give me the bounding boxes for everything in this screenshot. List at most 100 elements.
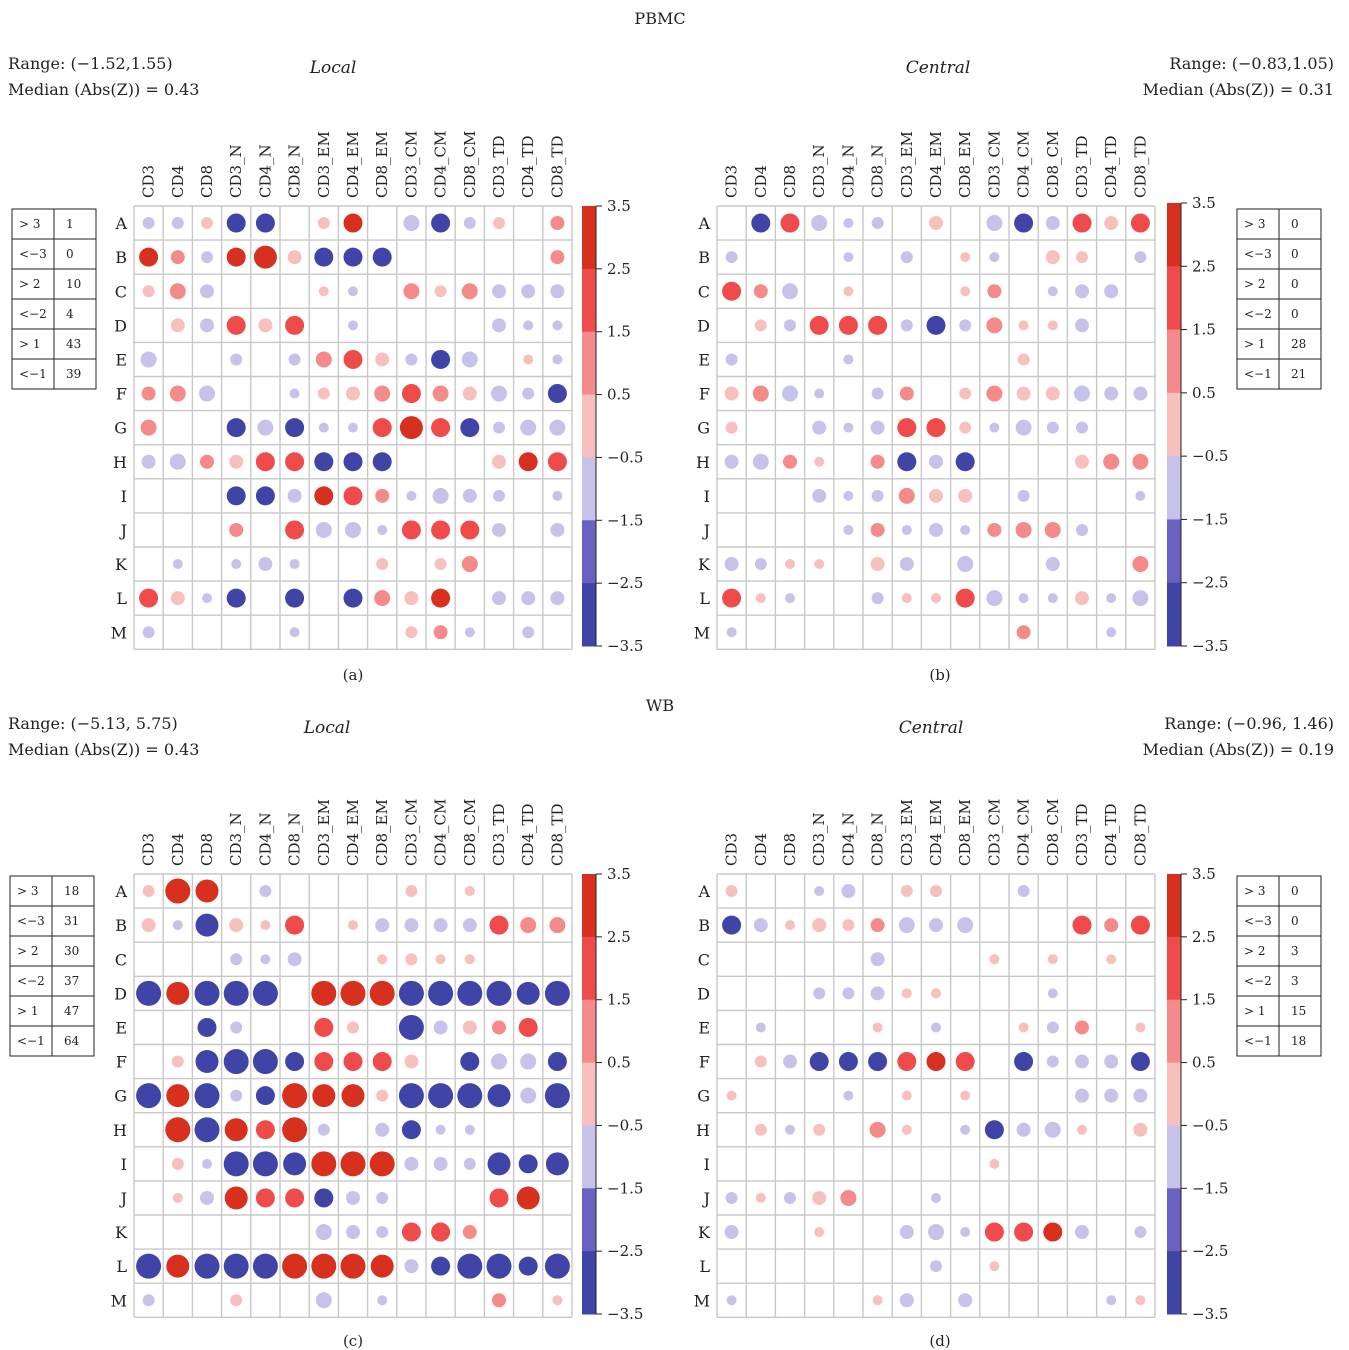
data-circle (136, 1083, 162, 1109)
data-circle (784, 1191, 796, 1204)
column-label: CD3_EM (898, 799, 916, 866)
heatmap-panel-2: Range: (−0.83,1.05) Median (Abs(Z)) = 0.3… (694, 54, 1334, 684)
count-value: 64 (64, 1034, 80, 1048)
data-circle (1045, 216, 1060, 231)
data-circle (434, 285, 447, 298)
data-circle (285, 520, 305, 540)
grid-lines (716, 873, 1156, 1319)
data-circle (223, 980, 249, 1006)
data-circle (318, 422, 329, 433)
data-circle (872, 1022, 883, 1033)
data-circle (987, 284, 1002, 299)
count-value-cell (53, 328, 97, 360)
data-circle (1047, 320, 1058, 331)
colorbar-bin (582, 936, 596, 1001)
data-circle (403, 283, 420, 300)
data-circle (871, 592, 884, 605)
count-value: 43 (66, 337, 81, 351)
colorbar-bin (1167, 874, 1181, 938)
colorbar-bin (582, 457, 596, 521)
data-circle (492, 318, 506, 333)
count-key-cell (11, 358, 55, 390)
row-label: J (119, 1189, 127, 1208)
grid-lines (716, 205, 1156, 650)
data-circle (1043, 1222, 1063, 1242)
count-key: > 3 (19, 217, 41, 231)
data-circle (1075, 1225, 1089, 1240)
data-circle (404, 918, 419, 933)
data-circle (315, 1292, 332, 1309)
data-circle (433, 1020, 448, 1035)
data-circle (843, 490, 854, 501)
data-circle (521, 284, 536, 299)
row-label: L (699, 1257, 710, 1276)
data-circle (405, 885, 418, 898)
row-label: F (699, 1053, 710, 1072)
data-circle (900, 885, 913, 898)
data-circle (522, 626, 535, 639)
heatmap-panel-3: Range: (−5.13, 5.75) Median (Abs(Z)) = 0.… (8, 714, 643, 1350)
data-circle (813, 1123, 826, 1136)
count-key: > 2 (17, 944, 39, 958)
count-value: 10 (66, 277, 81, 291)
column-label: CD4_N (839, 812, 857, 866)
data-circle (194, 1253, 220, 1279)
data-circle (377, 1295, 388, 1306)
count-key: <−1 (1244, 1034, 1272, 1048)
data-circle (226, 213, 246, 233)
count-key-cell (1236, 1025, 1280, 1057)
row-label: G (697, 1087, 710, 1106)
data-circle (285, 588, 305, 608)
data-circle (518, 452, 538, 472)
data-circle (929, 488, 943, 503)
column-label: CD8_EM (956, 131, 974, 198)
column-label: CD4_N (839, 144, 857, 198)
data-circle (431, 520, 451, 540)
data-circle (724, 1225, 739, 1240)
data-circle (1018, 320, 1029, 331)
data-circle (223, 1049, 249, 1075)
data-circle (348, 320, 358, 331)
median-label: Median (Abs(Z)) = 0.31 (1143, 80, 1334, 99)
data-circle (491, 385, 507, 402)
data-circle (780, 213, 800, 233)
count-value: 28 (1291, 337, 1306, 351)
data-circle (140, 351, 157, 368)
data-circle (840, 1189, 857, 1206)
data-circle (1017, 489, 1030, 502)
count-key-cell (1236, 358, 1280, 390)
count-value-cell (1278, 358, 1322, 390)
data-circle (1072, 213, 1092, 233)
count-value: 0 (66, 247, 74, 261)
data-circle (231, 559, 242, 570)
count-key: <−2 (1244, 974, 1272, 988)
count-key-cell (1236, 298, 1280, 330)
data-circle (406, 490, 417, 501)
data-circle (260, 920, 271, 931)
data-circle (868, 315, 888, 335)
count-value: 3 (1291, 974, 1299, 988)
data-circle (1017, 353, 1030, 366)
column-label: CD4 (169, 165, 187, 198)
count-value: 0 (1291, 277, 1299, 291)
data-circle (870, 454, 885, 469)
column-label: CD3_TD (490, 803, 508, 866)
column-label: CD4_EM (344, 131, 362, 198)
data-circle (1018, 1022, 1029, 1033)
row-label: C (115, 950, 127, 969)
data-circle (223, 1253, 249, 1279)
median-label: Median (Abs(Z)) = 0.43 (8, 740, 199, 759)
data-circle (398, 980, 424, 1006)
column-label: CD8_EM (373, 799, 391, 866)
panel-title: Central (899, 718, 964, 738)
data-circle (722, 588, 742, 608)
data-circle (195, 913, 219, 937)
data-circle (171, 217, 184, 230)
section-title-wb: WB (646, 696, 674, 715)
data-circle (812, 918, 827, 933)
data-circle (989, 1261, 1000, 1272)
column-label: CD4_CM (1015, 131, 1033, 198)
data-circle (493, 217, 505, 230)
data-circle (340, 1151, 366, 1177)
row-label: K (698, 555, 711, 574)
